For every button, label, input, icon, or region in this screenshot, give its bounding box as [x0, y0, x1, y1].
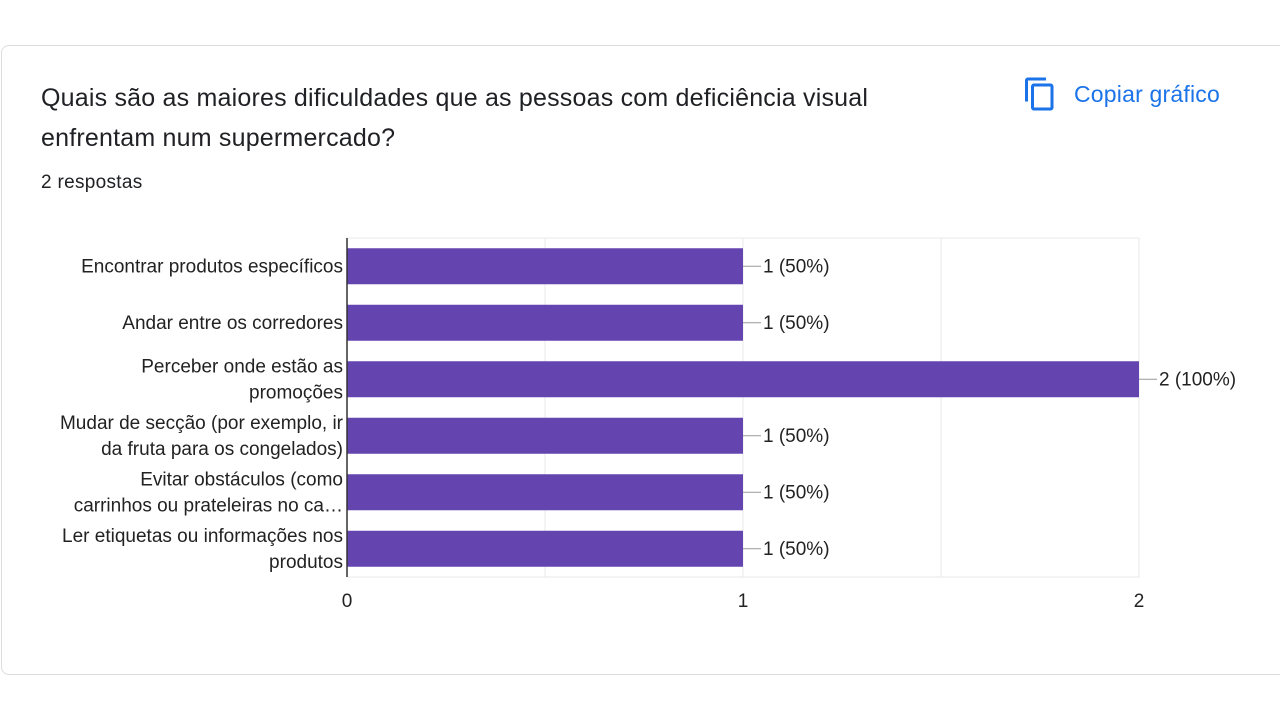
- category-label: Perceber onde estão as: [141, 356, 343, 377]
- data-label: 1 (50%): [763, 482, 830, 503]
- category-label: Ler etiquetas ou informações nos: [62, 526, 343, 547]
- bar: [347, 304, 743, 341]
- question-title: Quais são as maiores dificuldades que as…: [41, 84, 869, 152]
- bar: [347, 248, 743, 285]
- category-label: Mudar de secção (por exemplo, ir: [60, 413, 344, 434]
- x-tick-label: 0: [342, 591, 353, 612]
- copy-chart-button[interactable]: Copiar gráfico: [1016, 70, 1220, 118]
- bar: [347, 530, 743, 567]
- category-label: da fruta para os congelados): [101, 439, 343, 460]
- category-label: Evitar obstáculos (como: [140, 469, 343, 490]
- data-label: 2 (100%): [1159, 369, 1236, 390]
- bar: [347, 417, 743, 454]
- x-tick-label: 2: [1134, 591, 1145, 612]
- bar: [347, 474, 743, 511]
- x-tick-label: 1: [738, 591, 749, 612]
- data-label: 1 (50%): [763, 426, 830, 447]
- copy-icon: [1025, 77, 1054, 111]
- data-label: 1 (50%): [763, 539, 830, 560]
- category-label: produtos: [269, 552, 343, 573]
- category-label: carrinhos ou prateleiras no ca…: [74, 495, 343, 516]
- category-label: promoções: [249, 382, 343, 403]
- data-label: 1 (50%): [763, 256, 830, 277]
- response-count: 2 respostas: [41, 172, 143, 193]
- bar: [347, 361, 1139, 398]
- question-card: [1, 45, 1280, 675]
- category-label: Encontrar produtos específicos: [81, 256, 343, 277]
- copy-chart-label: Copiar gráfico: [1074, 80, 1220, 107]
- data-label: 1 (50%): [763, 313, 830, 334]
- category-label: Andar entre os corredores: [122, 313, 343, 334]
